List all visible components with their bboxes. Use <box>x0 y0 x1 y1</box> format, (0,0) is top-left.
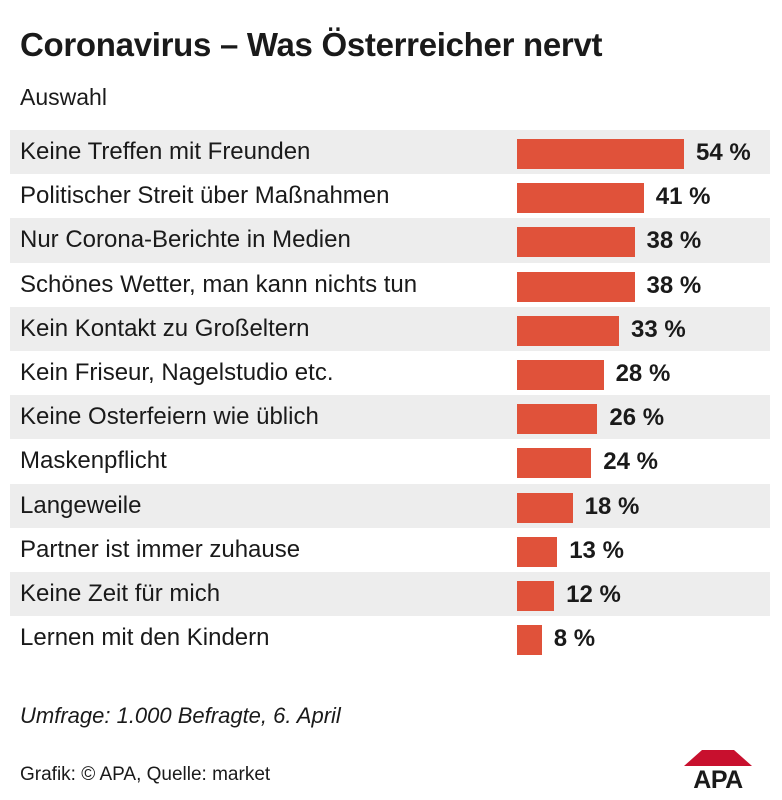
chart-row: Kein Friseur, Nagelstudio etc. 28 % <box>10 351 770 395</box>
category-label: Schönes Wetter, man kann nichts tun <box>20 270 418 298</box>
chart-row: Keine Zeit für mich 12 % <box>10 571 770 617</box>
category-label: Langeweile <box>20 491 142 519</box>
category-label: Maskenpflicht <box>20 447 167 475</box>
category-label: Keine Osterfeiern wie üblich <box>20 403 319 431</box>
bar <box>517 625 542 656</box>
bar-chart: Keine Treffen mit Freunden 54 % Politische… <box>10 130 770 660</box>
bar <box>517 183 644 214</box>
bar <box>517 448 592 479</box>
bar <box>517 492 573 523</box>
source-credit: Grafik: © APA, Quelle: market <box>20 764 271 785</box>
bar <box>517 580 555 611</box>
value-label: 54 % <box>696 139 751 166</box>
chart-row: Lernen mit den Kindern 8 % <box>10 616 770 660</box>
category-label: Kein Kontakt zu Großeltern <box>20 314 310 342</box>
chart-row: Nur Corona-Berichte in Medien 38 % <box>10 218 770 263</box>
bar <box>517 227 635 258</box>
chart-row: Langeweile 18 % <box>10 483 770 528</box>
apa-logo: APA <box>684 750 752 790</box>
chart-row: Kein Kontakt zu Großeltern 33 % <box>10 306 770 351</box>
bar <box>517 536 558 567</box>
bar <box>517 271 635 302</box>
chart-row: Keine Treffen mit Freunden 54 % <box>10 130 770 175</box>
category-label: Keine Treffen mit Freunden <box>20 138 311 165</box>
survey-note: Umfrage: 1.000 Befragte, 6. April <box>20 703 341 728</box>
chart-row: Partner ist immer zuhause 13 % <box>10 528 770 572</box>
bar <box>517 359 604 390</box>
value-label: 13 % <box>569 536 624 564</box>
chart-title: Coronavirus – Was Österreicher nervt <box>20 26 603 63</box>
category-label: Politischer Streit über Maßnahmen <box>20 182 390 210</box>
svg-text:APA: APA <box>693 766 743 790</box>
value-label: 41 % <box>655 183 711 211</box>
chart-row: Maskenpflicht 24 % <box>10 439 770 483</box>
category-label: Nur Corona-Berichte in Medien <box>20 226 351 254</box>
value-label: 26 % <box>609 404 665 432</box>
category-label: Partner ist immer zuhause <box>20 535 301 563</box>
value-label: 12 % <box>566 580 621 608</box>
value-label: 28 % <box>615 359 671 387</box>
bar <box>517 404 598 435</box>
chart-row: Schönes Wetter, man kann nichts tun 38 % <box>10 263 770 307</box>
bar <box>517 139 684 169</box>
value-label: 33 % <box>631 315 686 343</box>
value-label: 38 % <box>646 271 702 299</box>
value-label: 24 % <box>603 448 658 476</box>
value-label: 18 % <box>584 492 640 520</box>
category-label: Keine Zeit für mich <box>20 579 221 607</box>
value-label: 38 % <box>646 227 702 255</box>
category-label: Kein Friseur, Nagelstudio etc. <box>20 358 334 386</box>
bar <box>517 315 620 346</box>
chart-subtitle: Auswahl <box>20 84 107 110</box>
chart-row: Politischer Streit über Maßnahmen 41 % <box>10 174 770 218</box>
category-label: Lernen mit den Kindern <box>20 624 270 652</box>
value-label: 8 % <box>553 625 596 653</box>
chart-row: Keine Osterfeiern wie üblich 26 % <box>10 395 770 440</box>
